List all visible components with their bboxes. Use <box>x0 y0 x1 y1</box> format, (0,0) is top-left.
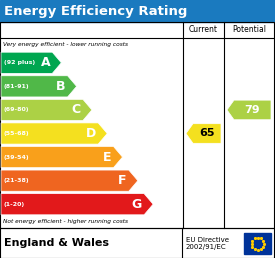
Text: (55-68): (55-68) <box>4 131 30 136</box>
Polygon shape <box>1 194 153 215</box>
Text: C: C <box>72 103 81 116</box>
Text: Current: Current <box>189 26 218 35</box>
Text: 65: 65 <box>199 128 215 139</box>
Text: (21-38): (21-38) <box>4 178 30 183</box>
Polygon shape <box>1 52 61 73</box>
Text: Not energy efficient - higher running costs: Not energy efficient - higher running co… <box>3 220 128 224</box>
Text: E: E <box>103 151 111 164</box>
Text: Potential: Potential <box>232 26 266 35</box>
Bar <box>0 22 274 228</box>
Text: G: G <box>132 198 142 211</box>
Text: 79: 79 <box>245 105 260 115</box>
Polygon shape <box>227 100 271 120</box>
Bar <box>244 233 271 254</box>
Text: (39-54): (39-54) <box>4 155 30 159</box>
Polygon shape <box>1 170 138 191</box>
Text: (1-20): (1-20) <box>4 202 25 207</box>
Text: A: A <box>41 56 50 69</box>
Text: (92 plus): (92 plus) <box>4 60 35 65</box>
Polygon shape <box>1 147 122 168</box>
Polygon shape <box>1 123 107 144</box>
Polygon shape <box>1 76 77 97</box>
Polygon shape <box>186 124 221 143</box>
Text: Energy Efficiency Rating: Energy Efficiency Rating <box>4 4 187 18</box>
Text: B: B <box>56 80 66 93</box>
Bar <box>0 0 275 22</box>
Text: EU Directive
2002/91/EC: EU Directive 2002/91/EC <box>186 237 229 249</box>
Text: (69-80): (69-80) <box>4 107 29 112</box>
Text: (81-91): (81-91) <box>4 84 30 89</box>
Text: England & Wales: England & Wales <box>4 238 109 248</box>
Text: D: D <box>86 127 96 140</box>
Text: Very energy efficient - lower running costs: Very energy efficient - lower running co… <box>3 42 128 47</box>
Bar <box>0 228 275 258</box>
Text: F: F <box>118 174 127 187</box>
Polygon shape <box>1 99 92 120</box>
